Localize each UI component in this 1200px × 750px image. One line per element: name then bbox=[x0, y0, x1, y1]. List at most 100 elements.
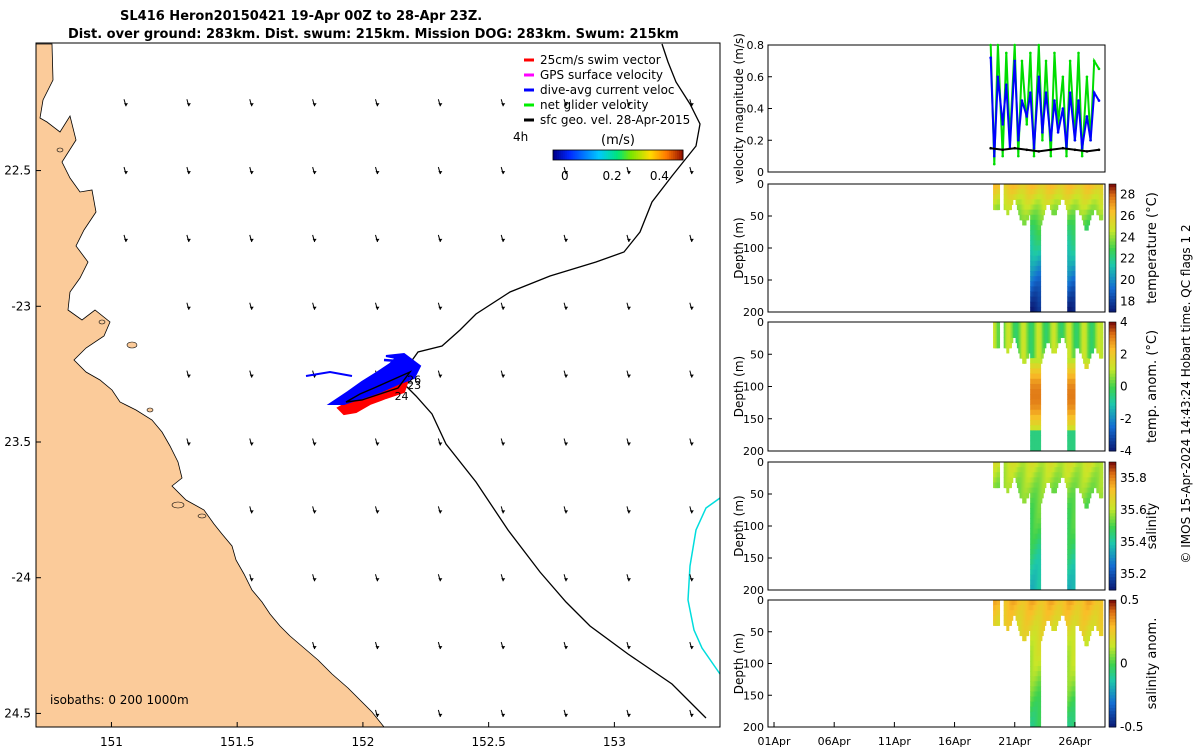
heatmap-cell bbox=[1072, 564, 1076, 571]
colorbar-cell bbox=[1109, 235, 1116, 239]
current-arrowhead bbox=[689, 103, 694, 107]
colorbar-cell bbox=[1109, 389, 1116, 394]
heatmap-cell bbox=[1053, 487, 1057, 494]
colorbar-cell bbox=[1109, 622, 1116, 626]
heatmap-cell bbox=[1038, 260, 1042, 267]
colorbar-cell bbox=[1109, 600, 1116, 604]
depth-tick-label: 0 bbox=[757, 456, 764, 469]
colorbar-cell bbox=[656, 150, 660, 160]
velocity-point bbox=[1032, 146, 1036, 150]
heatmap-cell bbox=[1038, 368, 1042, 375]
heatmap-cell bbox=[1038, 245, 1042, 252]
current-arrowhead bbox=[124, 171, 129, 175]
colorbar-cell bbox=[624, 150, 627, 160]
depth-panel-salinity_anomaly: 0 50 100 150 200 Depth (m) -0.5 0 0.5 salinity an… bbox=[732, 593, 1160, 734]
colorbar-cell bbox=[1109, 704, 1116, 709]
current-arrowhead bbox=[438, 306, 443, 310]
heatmap-cell bbox=[1072, 528, 1076, 535]
heatmap-cell bbox=[997, 615, 1001, 621]
heatmap-cell bbox=[1072, 445, 1076, 452]
heatmap-cell bbox=[997, 482, 1001, 489]
current-arrowhead bbox=[564, 103, 569, 107]
heatmap-cell bbox=[1072, 508, 1076, 514]
velocity-point bbox=[1053, 51, 1056, 55]
heatmap-cell bbox=[1038, 543, 1042, 550]
heatmap-cell bbox=[1087, 497, 1091, 504]
colorbar-cell bbox=[1109, 577, 1116, 581]
current-arrowhead bbox=[626, 306, 631, 310]
heatmap-cell bbox=[1038, 538, 1042, 545]
heatmap-cell bbox=[1072, 716, 1076, 723]
current-arrowhead bbox=[501, 103, 506, 107]
colorbar-cell bbox=[1109, 564, 1116, 569]
colorbar-cell bbox=[1109, 289, 1116, 294]
x-tick-label: 153 bbox=[603, 735, 626, 749]
colorbar-cell bbox=[638, 150, 641, 160]
colorbar-tick-label: 35.4 bbox=[1120, 535, 1147, 549]
heatmap-cell bbox=[1100, 630, 1104, 637]
colorbar-cell bbox=[1109, 412, 1116, 417]
time-marker-label: 4h bbox=[513, 130, 528, 144]
heatmap-cell bbox=[1006, 209, 1010, 216]
colorbar-cell bbox=[1109, 711, 1116, 715]
depth-tick-label: 200 bbox=[743, 584, 764, 597]
colorbar-cell bbox=[1109, 545, 1116, 549]
heatmap-cell bbox=[1026, 492, 1030, 499]
heatmap-cell bbox=[1026, 352, 1030, 359]
heatmap-cell bbox=[1100, 214, 1104, 221]
colorbar-cell bbox=[1109, 513, 1116, 517]
colorbar-frame bbox=[1108, 461, 1117, 591]
heatmap-cell bbox=[1100, 487, 1104, 494]
heatmap-cell bbox=[1038, 569, 1042, 576]
colorbar-cell bbox=[1109, 409, 1116, 413]
heatmap-cell bbox=[997, 204, 1001, 211]
colorbar-cell bbox=[1109, 570, 1116, 575]
heatmap-cell bbox=[997, 199, 1001, 205]
heatmap-cell bbox=[1038, 281, 1042, 287]
heatmap-cell bbox=[1057, 615, 1061, 621]
current-arrowhead bbox=[375, 713, 380, 717]
current-arrowhead bbox=[626, 103, 631, 107]
heatmap-cell bbox=[1038, 378, 1042, 385]
colorbar-cell bbox=[1109, 267, 1116, 271]
colorbar-cell bbox=[1109, 641, 1116, 645]
colorbar-cell bbox=[1109, 682, 1116, 687]
colorbar-cell bbox=[622, 150, 625, 160]
colorbar-cell bbox=[630, 150, 633, 160]
colorbar-cell bbox=[1109, 673, 1116, 677]
heatmap-cell bbox=[1043, 620, 1047, 626]
current-arrowhead bbox=[249, 238, 254, 242]
velocity-point bbox=[1005, 51, 1008, 55]
colorbar-cell bbox=[1109, 532, 1116, 537]
colorbar-cell bbox=[1109, 554, 1116, 559]
current-arrowhead bbox=[689, 171, 694, 175]
colorbar-cell bbox=[1109, 396, 1116, 400]
colorbar-cell bbox=[1109, 418, 1116, 423]
island bbox=[146, 407, 154, 413]
colorbar-cell bbox=[1109, 187, 1116, 191]
velocity-point bbox=[1032, 154, 1036, 158]
heatmap-cell bbox=[1038, 235, 1042, 241]
current-arrowhead bbox=[501, 306, 506, 310]
colorbar-cell bbox=[561, 150, 564, 160]
heatmap-cell bbox=[1091, 487, 1095, 494]
colorbar-tick-label: 26 bbox=[1120, 209, 1135, 223]
current-arrowhead bbox=[186, 442, 191, 446]
velocity-point bbox=[996, 43, 1000, 47]
heatmap-cell bbox=[1038, 399, 1042, 406]
heatmap-cell bbox=[997, 332, 1001, 338]
colorbar-cell bbox=[557, 150, 560, 160]
colorbar-cell bbox=[555, 150, 558, 160]
velocity-tick-label: 0.2 bbox=[747, 134, 765, 147]
current-arrowhead bbox=[438, 713, 443, 717]
isobaths-label: isobaths: 0 200 1000m bbox=[50, 693, 189, 707]
colorbar-tick-label: 0 bbox=[1120, 380, 1128, 394]
dive-avg-vector bbox=[383, 358, 413, 364]
colorbar-cell bbox=[603, 150, 607, 160]
island bbox=[56, 147, 64, 153]
current-arrowhead bbox=[124, 238, 129, 242]
velocity-series-line bbox=[989, 44, 1100, 165]
colorbar-cell bbox=[1109, 264, 1116, 268]
velocity-point bbox=[996, 75, 1000, 79]
colorbar-cell bbox=[1109, 273, 1116, 278]
